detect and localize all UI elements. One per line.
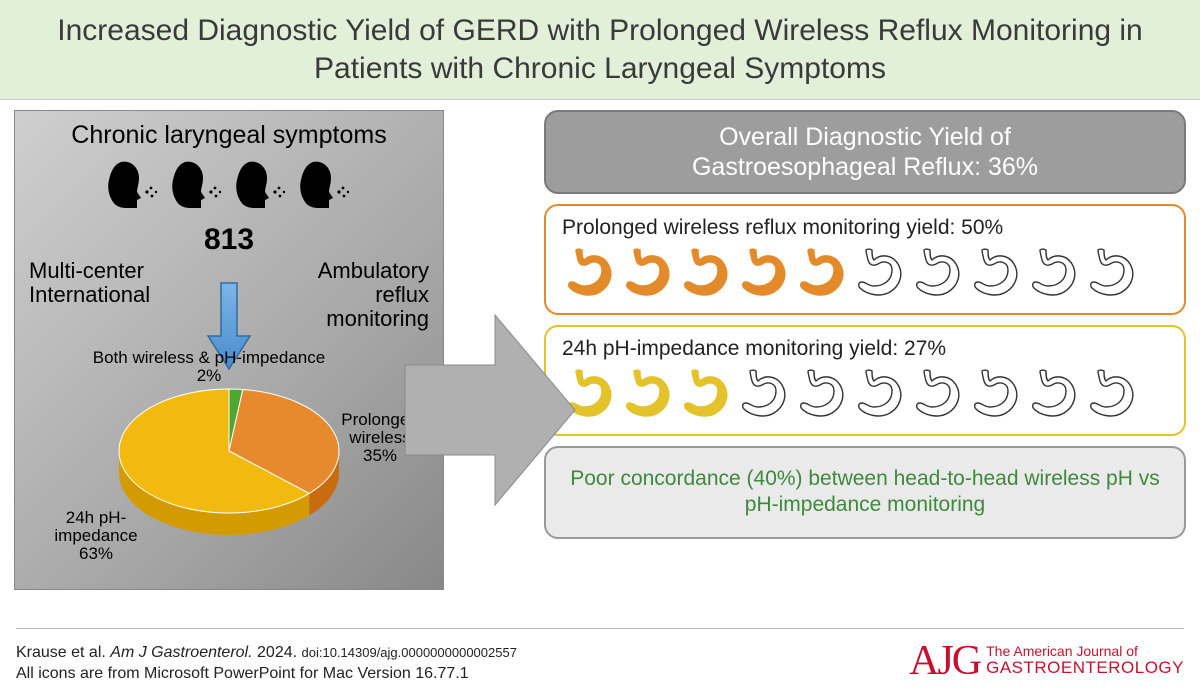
overall-line1: Overall Diagnostic Yield of bbox=[562, 122, 1168, 152]
page-title: Increased Diagnostic Yield of GERD with … bbox=[20, 12, 1180, 87]
stomach-icon bbox=[678, 246, 734, 298]
stomach-icon bbox=[620, 246, 676, 298]
stomach-icon bbox=[1084, 246, 1140, 298]
impedance-stomach-row bbox=[562, 367, 1168, 424]
icons-attribution: All icons are from Microsoft PowerPoint … bbox=[16, 664, 517, 685]
stomach-icon-wrap bbox=[1026, 367, 1082, 424]
pie-label-impedance: 24h pH-impedance63% bbox=[26, 509, 166, 563]
stomach-icon-wrap bbox=[852, 367, 908, 424]
stomach-icon-wrap bbox=[910, 367, 966, 424]
stomach-icon-wrap bbox=[736, 246, 792, 303]
ajg-line1: The American Journal of bbox=[986, 644, 1184, 659]
impedance-yield-box: 24h pH-impedance monitoring yield: 27% bbox=[544, 325, 1186, 436]
stomach-icon-wrap bbox=[1026, 246, 1082, 303]
stomach-icon bbox=[736, 246, 792, 298]
multi-center-label: Multi-centerInternational bbox=[29, 259, 179, 332]
prolonged-yield-label: Prolonged wireless reflux monitoring yie… bbox=[562, 216, 1168, 240]
impedance-yield-label: 24h pH-impedance monitoring yield: 27% bbox=[562, 337, 1168, 361]
stomach-icon bbox=[968, 367, 1024, 419]
ajg-mark-icon: AJG bbox=[909, 637, 980, 685]
stomach-icon-wrap bbox=[562, 246, 618, 303]
pie-chart: Both wireless & pH-impedance2% Prolonged… bbox=[24, 351, 434, 581]
overall-yield-box: Overall Diagnostic Yield of Gastroesopha… bbox=[544, 110, 1186, 194]
stomach-icon-wrap bbox=[968, 246, 1024, 303]
stomach-icon-wrap bbox=[620, 246, 676, 303]
stomach-icon bbox=[910, 367, 966, 419]
stomach-icon bbox=[794, 367, 850, 419]
patient-count: 813 bbox=[23, 223, 435, 257]
stomach-icon bbox=[1026, 246, 1082, 298]
citation-block: Krause et al. Am J Gastroenterol. 2024. … bbox=[16, 643, 517, 685]
stomach-icon-wrap bbox=[852, 246, 908, 303]
stomach-icon-wrap bbox=[968, 367, 1024, 424]
chronic-symptoms-label: Chronic laryngeal symptoms bbox=[23, 121, 435, 150]
prolonged-yield-box: Prolonged wireless reflux monitoring yie… bbox=[544, 204, 1186, 315]
prolonged-stomach-row bbox=[562, 246, 1168, 303]
stomach-icon-wrap bbox=[794, 246, 850, 303]
citation-year: 2024. bbox=[257, 644, 301, 661]
stomach-icon bbox=[910, 246, 966, 298]
title-banner: Increased Diagnostic Yield of GERD with … bbox=[0, 0, 1200, 100]
ajg-line2: GASTROENTEROLOGY bbox=[986, 659, 1184, 678]
stomach-icon bbox=[1026, 367, 1082, 419]
stomach-icon bbox=[678, 367, 734, 419]
stomach-icon-wrap bbox=[678, 246, 734, 303]
stomach-icon bbox=[794, 246, 850, 298]
citation-doi: doi:10.14309/ajg.0000000000002557 bbox=[302, 645, 517, 660]
stomach-icon-wrap bbox=[1084, 367, 1140, 424]
citation-authors: Krause et al. bbox=[16, 644, 110, 661]
stomach-icon bbox=[852, 367, 908, 419]
stomach-icon bbox=[968, 246, 1024, 298]
stomach-icon-wrap bbox=[678, 367, 734, 424]
stomach-icon bbox=[736, 367, 792, 419]
citation-journal: Am J Gastroenterol. bbox=[110, 644, 252, 661]
stomach-icon bbox=[562, 246, 618, 298]
left-panel: Chronic laryngeal symptoms bbox=[14, 110, 444, 590]
stomach-icon-wrap bbox=[620, 367, 676, 424]
main-content: Chronic laryngeal symptoms bbox=[0, 100, 1200, 600]
ajg-logo-text: The American Journal of GASTROENTEROLOGY bbox=[986, 644, 1184, 678]
overall-line2: Gastroesophageal Reflux: 36% bbox=[562, 152, 1168, 182]
head-icons-row bbox=[23, 156, 435, 219]
concordance-text: Poor concordance (40%) between head-to-h… bbox=[562, 466, 1168, 519]
ajg-logo: AJG The American Journal of GASTROENTERO… bbox=[909, 637, 1184, 685]
stomach-icon bbox=[852, 246, 908, 298]
pie-label-both: Both wireless & pH-impedance2% bbox=[84, 349, 334, 385]
right-arrow-icon bbox=[400, 300, 580, 525]
stomach-icon-wrap bbox=[910, 246, 966, 303]
stomach-icon-wrap bbox=[794, 367, 850, 424]
stomach-icon bbox=[620, 367, 676, 419]
footer: Krause et al. Am J Gastroenterol. 2024. … bbox=[16, 628, 1184, 685]
concordance-box: Poor concordance (40%) between head-to-h… bbox=[544, 446, 1186, 539]
stomach-icon bbox=[1084, 367, 1140, 419]
stomach-icon-wrap bbox=[1084, 246, 1140, 303]
stomach-icon-wrap bbox=[736, 367, 792, 424]
